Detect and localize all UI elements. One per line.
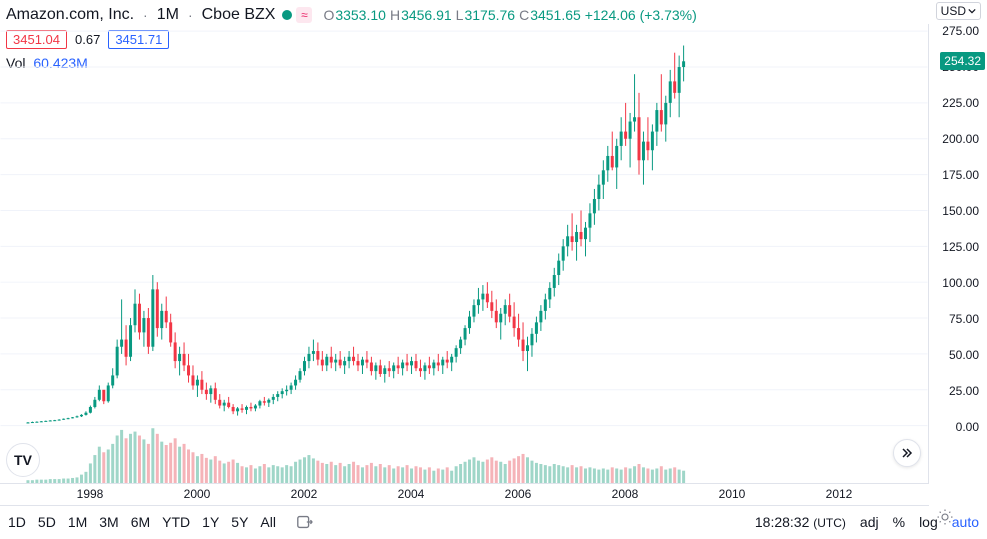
sep-dot: ·: [186, 7, 195, 23]
auto-scale-toggle[interactable]: auto: [952, 514, 979, 530]
timeframe-label[interactable]: 1M: [157, 6, 179, 24]
time-axis[interactable]: 1998 2000 2002 2004 2006 2008 2010 2012: [0, 484, 929, 506]
range-selector: 1D 5D 1M 3M 6M YTD 1Y 5Y All: [8, 513, 314, 531]
currency-label: USD: [941, 4, 966, 18]
price-tick: 275.00: [942, 24, 979, 38]
range-6m[interactable]: 6M: [131, 514, 150, 530]
range-ytd[interactable]: YTD: [162, 514, 190, 530]
currency-selector[interactable]: USD: [936, 2, 981, 20]
market-status-pill: ≈: [282, 7, 312, 23]
price-axis[interactable]: 0.00 25.00 50.00 75.00 100.00 125.00 150.00 175…: [929, 24, 987, 484]
tradingview-logo[interactable]: TV: [6, 443, 40, 477]
price-tick: 150.00: [942, 204, 979, 218]
approx-icon: ≈: [296, 7, 312, 23]
price-tick: 75.00: [949, 312, 979, 326]
range-1m[interactable]: 1M: [68, 514, 87, 530]
time-tick: 2012: [826, 487, 853, 501]
price-tick: 175.00: [942, 168, 979, 182]
range-all[interactable]: All: [260, 514, 276, 530]
price-tick: 125.00: [942, 240, 979, 254]
chevron-down-icon: [968, 7, 976, 15]
chevrons-right-icon: [900, 446, 914, 460]
sep-dot: ·: [141, 7, 150, 23]
price-tick: 225.00: [942, 96, 979, 110]
range-5d[interactable]: 5D: [38, 514, 56, 530]
time-tick: 2000: [184, 487, 211, 501]
time-tick: 1998: [77, 487, 104, 501]
footer-right-tools: 18:28:32 (UTC) adj % log auto: [755, 514, 979, 530]
exchange-label[interactable]: Cboe BZX: [202, 6, 276, 24]
chart-area[interactable]: [0, 24, 929, 484]
scroll-right-button[interactable]: [893, 439, 921, 467]
market-status-dot: [282, 10, 292, 20]
clock-readout[interactable]: 18:28:32 (UTC): [755, 514, 846, 530]
range-1d[interactable]: 1D: [8, 514, 26, 530]
symbol-name[interactable]: Amazon.com, Inc.: [6, 6, 134, 24]
last-price-tag: 254.32: [940, 52, 985, 70]
range-5y[interactable]: 5Y: [231, 514, 248, 530]
price-tick: 25.00: [949, 384, 979, 398]
time-tick: 2002: [291, 487, 318, 501]
range-3m[interactable]: 3M: [99, 514, 118, 530]
time-tick: 2004: [398, 487, 425, 501]
price-tick: 200.00: [942, 132, 979, 146]
range-1y[interactable]: 1Y: [202, 514, 219, 530]
price-tick: 100.00: [942, 276, 979, 290]
adj-toggle[interactable]: adj: [860, 514, 879, 530]
percent-toggle[interactable]: %: [893, 514, 905, 530]
footer-toolbar: 1D 5D 1M 3M 6M YTD 1Y 5Y All 18:28:32 (UTC) adj …: [8, 509, 979, 535]
time-tick: 2008: [612, 487, 639, 501]
ohlc-readout: O3353.10H3456.91L3175.76C3451.65 +124.06…: [319, 7, 696, 23]
price-tick: 50.00: [949, 348, 979, 362]
log-toggle[interactable]: log: [919, 514, 938, 530]
candlestick-chart[interactable]: [0, 24, 928, 483]
chart-header: Amazon.com, Inc. · 1M · Cboe BZX ≈ O3353…: [6, 4, 981, 26]
time-tick: 2010: [719, 487, 746, 501]
goto-date-icon[interactable]: [296, 513, 314, 531]
time-tick: 2006: [505, 487, 532, 501]
price-tick: 0.00: [956, 420, 979, 434]
